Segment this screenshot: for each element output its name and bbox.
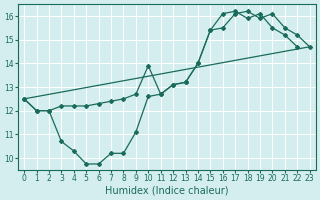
X-axis label: Humidex (Indice chaleur): Humidex (Indice chaleur) xyxy=(105,186,229,196)
